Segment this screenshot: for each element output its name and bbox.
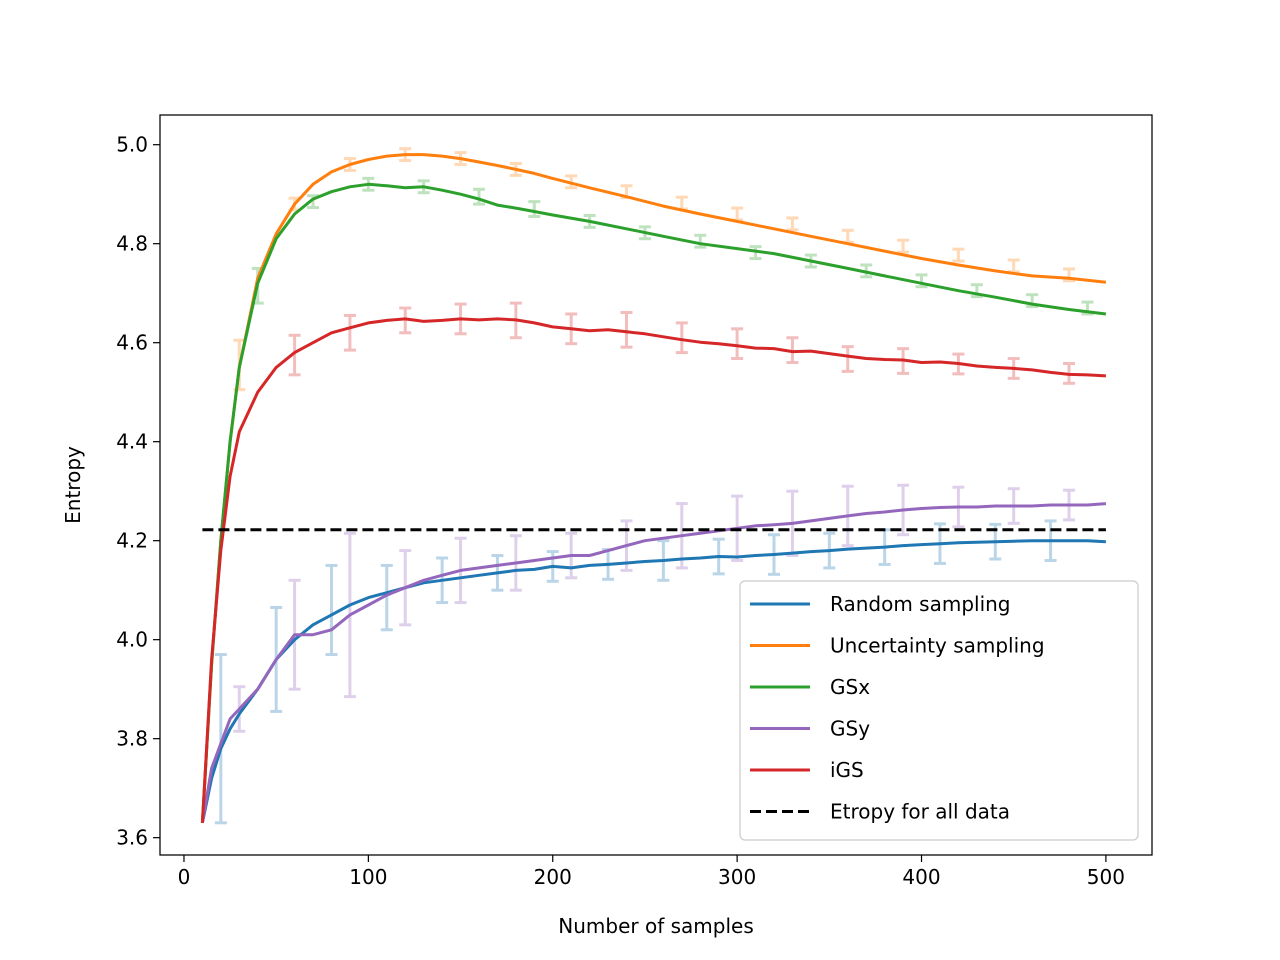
error-bar — [897, 238, 910, 254]
x-tick-label: 400 — [902, 865, 940, 889]
error-bar — [214, 653, 227, 825]
series-line-igs — [200, 317, 1106, 823]
series-line-random-sampling — [200, 539, 1106, 824]
error-bar — [343, 313, 356, 352]
error-bar — [786, 216, 799, 232]
plot-frame — [159, 114, 1153, 856]
y-axis-label: Entropy — [61, 446, 85, 524]
y-tick-label: 4.0 — [116, 628, 148, 652]
x-tick-label: 200 — [534, 865, 572, 889]
legend-label: Uncertainty sampling — [830, 634, 1045, 658]
series-line-uncertainty-sampling — [200, 153, 1107, 823]
error-bar — [325, 563, 338, 657]
error-bar — [472, 187, 485, 206]
legend-label: GSx — [830, 675, 870, 699]
error-bar — [380, 563, 393, 632]
error-bar — [528, 200, 541, 218]
y-tick-label: 4.6 — [116, 331, 148, 355]
legend-label: GSy — [830, 717, 870, 741]
legend-label: Random sampling — [830, 592, 1011, 616]
legend-label: Etropy for all data — [830, 800, 1010, 824]
error-bar — [675, 321, 688, 355]
y-tick-label: 4.4 — [116, 430, 148, 454]
legend-box — [739, 580, 1139, 841]
x-axis-label: Number of samples — [558, 914, 753, 938]
x-tick-label: 500 — [1087, 865, 1125, 889]
error-bar — [731, 327, 744, 361]
y-tick-label: 4.8 — [116, 232, 148, 256]
x-tick-label: 100 — [349, 865, 387, 889]
x-tick-label: 300 — [718, 865, 756, 889]
y-tick-label: 5.0 — [116, 133, 148, 157]
y-tick-label: 3.6 — [116, 826, 148, 850]
y-tick-label: 4.2 — [116, 529, 148, 553]
series-line-gsy — [200, 502, 1107, 824]
x-axis: 0 100 200 300 400 500 — [178, 855, 1125, 889]
series-line-gsx — [200, 182, 1107, 823]
error-bar — [620, 310, 633, 349]
legend-label: iGS — [830, 758, 864, 782]
x-tick-label: 0 — [178, 865, 191, 889]
y-tick-label: 3.8 — [116, 727, 148, 751]
error-bar — [841, 345, 854, 373]
error-bar — [288, 333, 301, 377]
error-bar — [952, 247, 965, 263]
y-axis: 3.6 3.8 4.0 4.2 4.4 4.6 4.8 5.0 — [116, 133, 160, 850]
legend: Random sampling Uncertainty sampling GSx GS… — [739, 580, 1139, 841]
series-lines — [200, 153, 1107, 824]
